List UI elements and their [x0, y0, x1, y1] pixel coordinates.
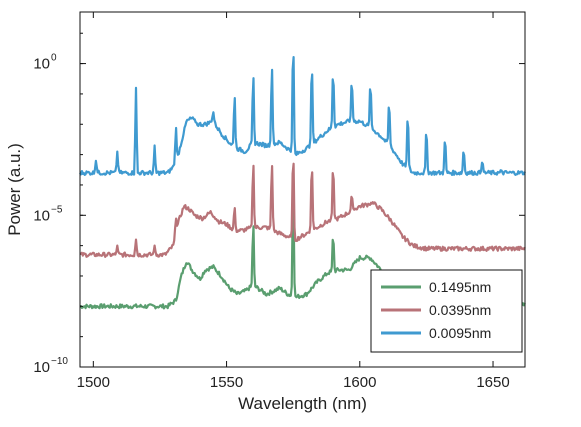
- y-tick-label: 10: [33, 359, 50, 376]
- plot-frame: [79, 11, 526, 368]
- x-tick-label: 1500: [77, 374, 110, 391]
- legend: 0.1495nm 0.0395nm 0.0095nm: [370, 269, 523, 353]
- y-tick-label: 10: [33, 56, 50, 73]
- y-axis-label: Power (a.u.): [5, 143, 24, 236]
- y-tick-label: 10: [33, 207, 50, 224]
- y-tick-exponent: 0: [51, 53, 57, 64]
- y-tick-exponent: −5: [51, 204, 63, 215]
- x-tick-label: 1650: [476, 374, 509, 391]
- y-tick-exponent: −10: [51, 356, 68, 367]
- series-line-2: [79, 56, 526, 176]
- legend-label: 0.1495nm: [429, 279, 491, 295]
- series-line-1: [79, 162, 526, 258]
- x-tick-label: 1550: [210, 374, 243, 391]
- x-tick-label: 1600: [343, 374, 376, 391]
- x-axis-ticks: 1500 1550 1600 1650: [77, 12, 510, 391]
- legend-label: 0.0395nm: [429, 302, 491, 318]
- legend-label: 0.0095nm: [429, 325, 491, 341]
- x-axis-label: Wavelength (nm): [238, 394, 367, 413]
